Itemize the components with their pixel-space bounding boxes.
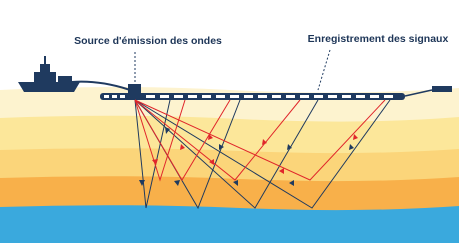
page: Source d'émission des ondes Enregistreme… [0, 0, 459, 243]
layer-5 [0, 205, 459, 243]
seismic-diagram: Source d'émission des ondes Enregistreme… [0, 0, 459, 243]
streamer-segments [104, 95, 393, 98]
tail-buoy [432, 86, 452, 92]
recording-label: Enregistrement des signaux [308, 33, 449, 45]
source-label: Source d'émission des ondes [74, 35, 222, 47]
source [128, 84, 141, 93]
